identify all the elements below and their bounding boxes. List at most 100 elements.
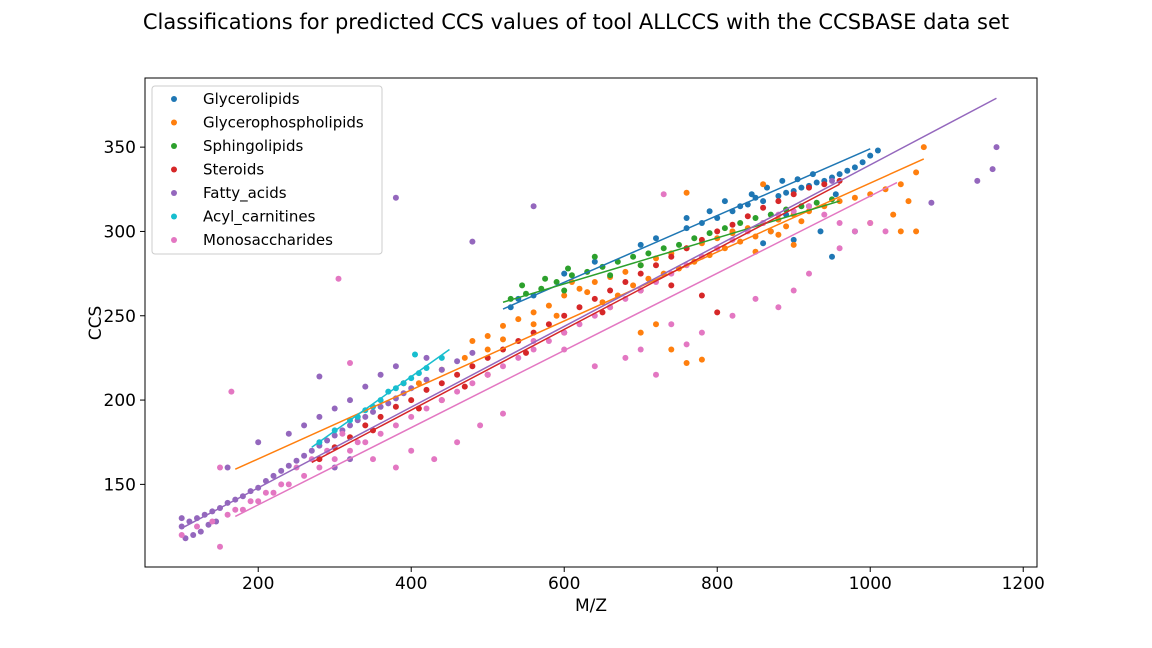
data-point	[500, 363, 506, 370]
data-point	[760, 181, 767, 188]
data-point	[530, 203, 537, 210]
data-point	[278, 467, 285, 474]
data-point	[775, 231, 782, 238]
data-point	[484, 371, 491, 378]
data-point	[553, 312, 560, 319]
data-point	[500, 322, 506, 329]
y-tick-label: 300	[104, 222, 136, 242]
data-point	[335, 275, 342, 282]
data-point	[415, 380, 422, 387]
data-point	[285, 462, 292, 469]
legend-box	[151, 85, 383, 255]
data-point	[423, 376, 430, 383]
data-point	[637, 262, 644, 269]
data-point	[660, 191, 667, 198]
data-point	[591, 258, 598, 265]
data-point	[431, 456, 438, 463]
data-point	[224, 464, 231, 471]
data-point	[515, 316, 522, 323]
data-point	[484, 333, 491, 339]
data-point	[882, 228, 889, 235]
data-point	[224, 511, 231, 518]
data-point	[599, 309, 606, 316]
data-point	[324, 437, 331, 444]
data-point	[836, 245, 843, 252]
x-axis-label: M/Z	[575, 596, 607, 616]
data-point	[561, 329, 568, 336]
data-point	[764, 184, 770, 191]
data-point	[561, 270, 568, 277]
data-point	[423, 386, 430, 393]
data-point	[270, 489, 277, 496]
data-point	[779, 177, 786, 184]
data-point	[392, 194, 399, 201]
data-point	[178, 532, 185, 538]
data-point	[530, 309, 537, 316]
legend-label: Glycerophospholipids	[203, 114, 364, 132]
data-point	[806, 203, 812, 210]
legend: Glycerolipids Glycerophospholipids Sphingo…	[151, 85, 383, 255]
data-point	[461, 354, 468, 361]
x-tick-label: 1200	[1002, 574, 1045, 594]
data-point	[500, 410, 506, 417]
legend-label: Sphingolipids	[203, 137, 303, 155]
data-point	[813, 199, 820, 206]
x-tick-label: 600	[548, 574, 580, 594]
data-point	[377, 430, 384, 437]
data-point	[806, 270, 812, 277]
data-point	[270, 472, 277, 479]
data-point	[989, 166, 996, 173]
data-point	[748, 191, 755, 198]
data-point	[867, 152, 874, 159]
data-point	[285, 481, 292, 488]
data-point	[561, 312, 568, 319]
data-point	[469, 349, 476, 356]
data-point	[683, 215, 690, 221]
data-point	[469, 363, 476, 370]
data-point	[370, 456, 376, 463]
data-point	[408, 397, 415, 404]
data-point	[362, 422, 369, 429]
data-point	[178, 515, 185, 522]
data-point	[698, 329, 705, 336]
legend-marker	[171, 96, 177, 102]
x-axis: 200 400 600 800 1000 1200	[242, 567, 1045, 594]
data-point	[545, 321, 552, 328]
data-point	[347, 422, 353, 429]
legend-marker	[171, 143, 177, 149]
data-point	[331, 432, 338, 439]
data-point	[775, 198, 782, 205]
data-point	[500, 336, 506, 343]
legend-marker	[171, 190, 177, 196]
data-point	[565, 265, 571, 272]
data-point	[897, 228, 904, 235]
data-point	[591, 363, 598, 370]
data-point	[530, 321, 537, 328]
data-point	[591, 253, 598, 260]
fit-line-acyl-carnitines	[311, 348, 450, 448]
data-point	[974, 177, 981, 184]
data-point	[392, 422, 399, 429]
data-point	[721, 225, 728, 232]
data-point	[354, 439, 361, 446]
data-point	[637, 346, 644, 353]
data-point	[775, 304, 782, 311]
data-point	[469, 380, 476, 387]
data-point	[645, 275, 652, 282]
data-point	[377, 413, 384, 420]
series-fatty-acids	[178, 144, 1000, 542]
data-point	[197, 528, 204, 535]
data-point	[668, 253, 675, 260]
data-point	[798, 218, 805, 225]
data-point	[316, 464, 323, 471]
data-point	[362, 413, 369, 420]
data-point	[874, 147, 881, 154]
y-tick-label: 350	[104, 138, 136, 158]
data-point	[408, 413, 415, 420]
data-point	[783, 223, 790, 230]
data-point	[194, 523, 200, 530]
data-point	[454, 388, 461, 395]
data-point	[568, 272, 575, 279]
data-point	[783, 189, 790, 196]
data-point	[668, 346, 675, 353]
